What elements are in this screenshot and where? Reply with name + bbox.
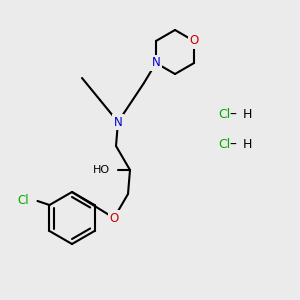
Text: H: H [243,139,252,152]
Text: O: O [189,34,199,47]
Text: –: – [230,108,236,122]
Text: Cl: Cl [218,139,230,152]
Text: Cl: Cl [218,109,230,122]
Text: N: N [114,116,122,128]
Text: Cl: Cl [18,194,29,208]
Text: HO: HO [93,165,110,175]
Text: –: – [230,138,236,152]
Text: O: O [110,212,118,224]
Text: H: H [243,109,252,122]
Text: N: N [152,56,160,70]
